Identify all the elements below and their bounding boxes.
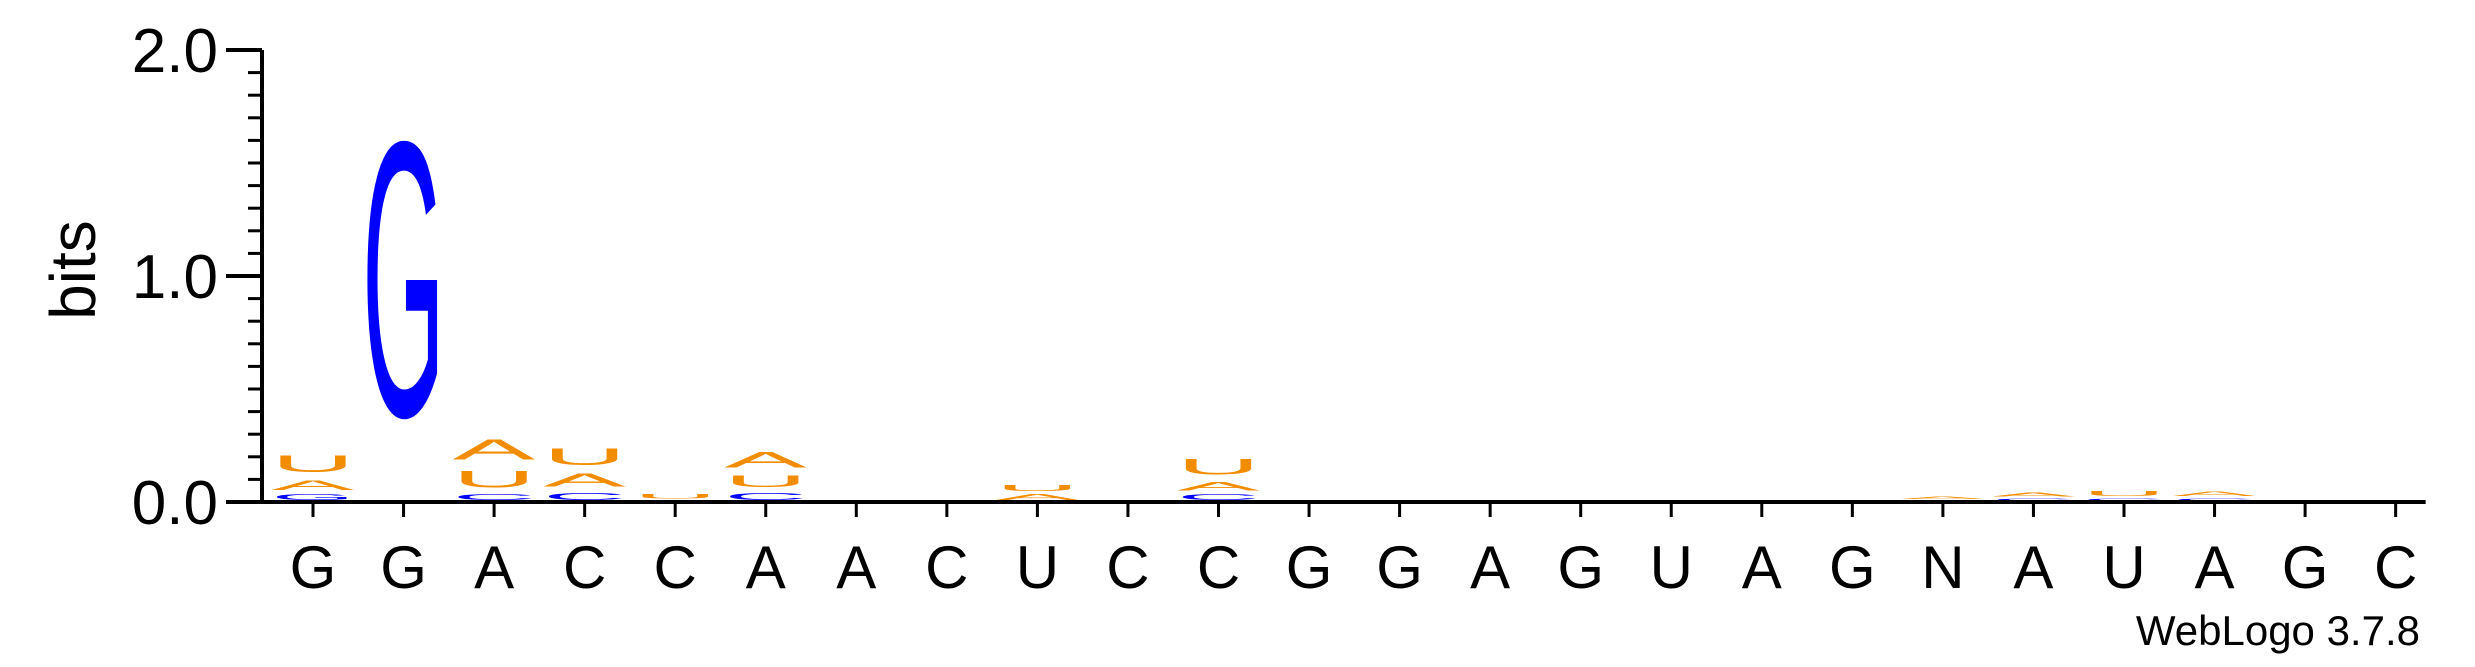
x-tick-label: G [1557, 534, 1604, 601]
y-tick-label: 2.0 [132, 17, 218, 86]
x-tick-label: C [925, 534, 968, 601]
axis-layer: bits 0.01.02.0G G A C C A A C U C C G G A G U A G N A U A G C [37, 17, 2426, 601]
logo-glyph-A: A [543, 470, 626, 490]
logo-glyph-C: C [453, 493, 536, 502]
logo-glyph-G: G [362, 61, 445, 501]
x-tick-label: G [1286, 534, 1333, 601]
x-tick-label: A [746, 534, 786, 601]
logo-glyph-C: C [543, 491, 626, 502]
logo-glyph-U: U [1177, 454, 1260, 479]
x-tick-label: A [2195, 534, 2235, 601]
logo-glyph-C: C [724, 491, 807, 502]
x-tick-label: C [563, 534, 606, 601]
x-tick-label: A [2013, 534, 2053, 601]
glyph-layer: GAUGCUACAUCUCUAAAAUCAUAAACACACUCA [272, 61, 2257, 502]
logo-glyph-A: A [1177, 479, 1260, 493]
x-tick-label: G [380, 534, 427, 601]
x-tick-label: U [2102, 534, 2145, 601]
logo-glyph-A: A [453, 434, 536, 465]
logo-glyph-C: C [2173, 497, 2256, 502]
logo-glyph-A: A [996, 493, 1079, 502]
logo-glyph-G: G [272, 493, 355, 502]
logo-glyph-U: U [272, 450, 355, 477]
x-tick-label: A [474, 534, 514, 601]
x-tick-label: G [2282, 534, 2329, 601]
x-tick-label: A [1742, 534, 1782, 601]
x-tick-label: N [1921, 534, 1964, 601]
logo-glyph-C: C [1177, 493, 1260, 502]
logo-glyph-U: U [634, 493, 717, 500]
logo-glyph-U: U [453, 466, 536, 493]
x-tick-label: U [1650, 534, 1693, 601]
logo-glyph-A: A [2173, 491, 2256, 498]
logo-glyph-U: U [996, 484, 1079, 493]
x-tick-label: C [1197, 534, 1240, 601]
x-tick-label: C [654, 534, 697, 601]
logo-glyph-A: A [1901, 495, 1984, 500]
logo-glyph-U: U [543, 443, 626, 470]
logo-glyph-A: A [1992, 492, 2075, 498]
x-tick-label: A [1470, 534, 1510, 601]
y-axis-label: bits [37, 220, 109, 320]
y-tick-label: 0.0 [132, 469, 218, 538]
logo-glyph-A: A [724, 448, 808, 473]
x-tick-label: C [1106, 534, 1149, 601]
y-tick-label: 1.0 [132, 243, 218, 312]
x-tick-label: C [2374, 534, 2417, 601]
x-tick-label: G [1829, 534, 1876, 601]
logo-glyph-U: U [724, 473, 807, 491]
weblogo-credit: WebLogo 3.7.8 [2136, 607, 2420, 654]
logo-glyph-U: U [2083, 490, 2166, 498]
x-tick-label: G [1376, 534, 1423, 601]
x-tick-label: U [1016, 534, 1059, 601]
logo-glyph-A: A [272, 477, 355, 493]
logo-glyph-C: C [2083, 497, 2166, 502]
logo-glyph-C: C [1992, 497, 2075, 502]
x-tick-label: A [836, 534, 876, 601]
x-tick-label: G [290, 534, 337, 601]
